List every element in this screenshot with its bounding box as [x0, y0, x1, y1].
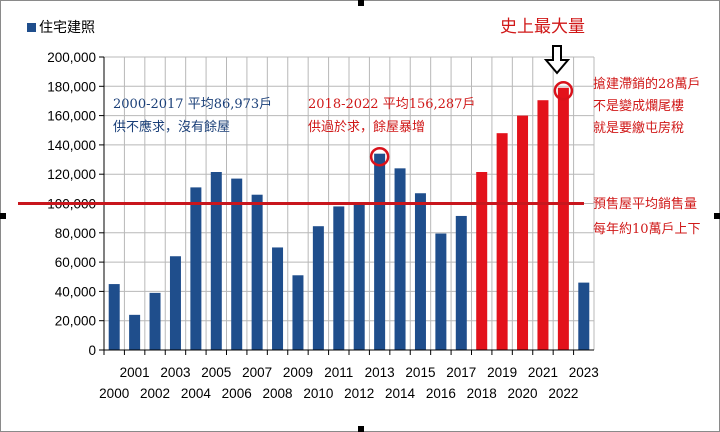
x-tick-label-2008: 2008: [263, 386, 293, 401]
resize-handle-bottom-center[interactable]: [358, 426, 364, 432]
y-tick-label: 140,000: [47, 138, 96, 153]
y-tick-label: 180,000: [47, 79, 96, 94]
annotation-oversupply: 供過於求，餘屋暴增: [308, 119, 425, 135]
annotation-unsold-line2: 不是變成爛尾樓: [593, 98, 684, 114]
down-arrow-icon: [543, 45, 571, 75]
bar-2006: [231, 178, 243, 350]
x-axis-ticks: 2000 2001 2002 2003 2004 2005 2006 2007 2008 2009…: [99, 350, 599, 401]
x-tick-label-2017: 2017: [446, 365, 476, 380]
bar-2009: [292, 275, 304, 350]
x-tick-label-2023: 2023: [569, 365, 599, 380]
y-tick-label: 80,000: [55, 226, 96, 241]
x-tick-label-2012: 2012: [344, 386, 374, 401]
annotation-avg-2018-2022: 2018-2022 平均156,287戶: [308, 97, 475, 112]
bar-2003: [169, 256, 181, 350]
circle-highlight-2013: [369, 146, 390, 167]
x-tick-label-2018: 2018: [467, 386, 497, 401]
bar-2023: [578, 282, 590, 350]
x-tick-label-2005: 2005: [201, 365, 231, 380]
x-tick-label-2011: 2011: [324, 365, 353, 380]
bar-2021: [537, 100, 549, 350]
x-tick-label-2010: 2010: [303, 386, 333, 401]
x-tick-label-2004: 2004: [181, 386, 212, 401]
legend-label: 住宅建照: [39, 20, 95, 36]
resize-handle-right-middle[interactable]: [714, 213, 720, 219]
highlight-circles: [369, 81, 574, 167]
x-tick-label-2002: 2002: [140, 386, 170, 401]
bar-2004: [190, 187, 202, 350]
bar-2014: [394, 168, 406, 350]
bar-2002: [149, 292, 161, 350]
resize-handle-top-center[interactable]: [358, 0, 364, 6]
x-tick-label-2000: 2000: [99, 386, 129, 401]
y-tick-label: 200,000: [47, 50, 96, 65]
y-tick-label: 40,000: [55, 284, 96, 299]
y-tick-label: 160,000: [47, 109, 96, 124]
bar-2005: [210, 172, 222, 350]
bar-2012: [353, 204, 365, 350]
x-tick-label-2021: 2021: [528, 365, 558, 380]
annotation-undersupply: 供不應求，沒有餘屋: [113, 119, 230, 135]
x-tick-label-2015: 2015: [405, 365, 435, 380]
x-tick-label-2013: 2013: [365, 365, 395, 380]
y-tick-label: 0: [88, 343, 96, 358]
bar-2013: [374, 153, 386, 350]
bars: [108, 87, 590, 350]
x-tick-label-2009: 2009: [283, 365, 313, 380]
bar-2001: [129, 314, 141, 350]
legend-swatch: [27, 23, 36, 32]
x-tick-label-2003: 2003: [160, 365, 190, 380]
resize-handle-left-middle[interactable]: [0, 213, 6, 219]
circle-highlight-2022: [553, 81, 574, 101]
bar-2017: [455, 215, 467, 350]
bar-2020: [517, 115, 529, 350]
x-tick-label-2022: 2022: [548, 386, 578, 401]
annotation-unsold-line3: 就是要繳屯房稅: [593, 120, 684, 136]
x-tick-label-2007: 2007: [242, 365, 272, 380]
bar-2000: [108, 284, 120, 350]
bar-2019: [496, 133, 508, 350]
annotation-presale-line1: 預售屋平均銷售量: [593, 196, 697, 212]
bar-2007: [251, 194, 263, 350]
bar-2010: [312, 226, 324, 350]
bar-2016: [435, 233, 447, 350]
annotation-avg-2000-2017: 2000-2017 平均86,973戶: [113, 97, 272, 112]
x-tick-label-2006: 2006: [222, 386, 252, 401]
bar-2011: [333, 206, 345, 350]
y-tick-label: 20,000: [55, 314, 96, 329]
bar-2022: [557, 87, 569, 350]
annotation-unsold-line1: 搶建滯銷的28萬戶: [593, 76, 701, 92]
bar-2015: [414, 193, 426, 350]
x-tick-label-2014: 2014: [385, 386, 416, 401]
y-tick-label: 120,000: [47, 167, 96, 182]
x-tick-label-2020: 2020: [508, 386, 538, 401]
y-tick-label: 60,000: [55, 255, 96, 270]
y-axis-ticks: 020,00040,00060,00080,000100,000120,0001…: [47, 50, 104, 358]
annotation-presale-line2: 每年約10萬戶上下: [593, 221, 701, 237]
x-tick-label-2001: 2001: [120, 365, 150, 380]
x-tick-label-2019: 2019: [487, 365, 517, 380]
annotation-record-high: 史上最大量: [500, 17, 585, 37]
bar-2008: [272, 247, 284, 350]
x-tick-label-2016: 2016: [426, 386, 456, 401]
bar-2018: [476, 172, 488, 350]
